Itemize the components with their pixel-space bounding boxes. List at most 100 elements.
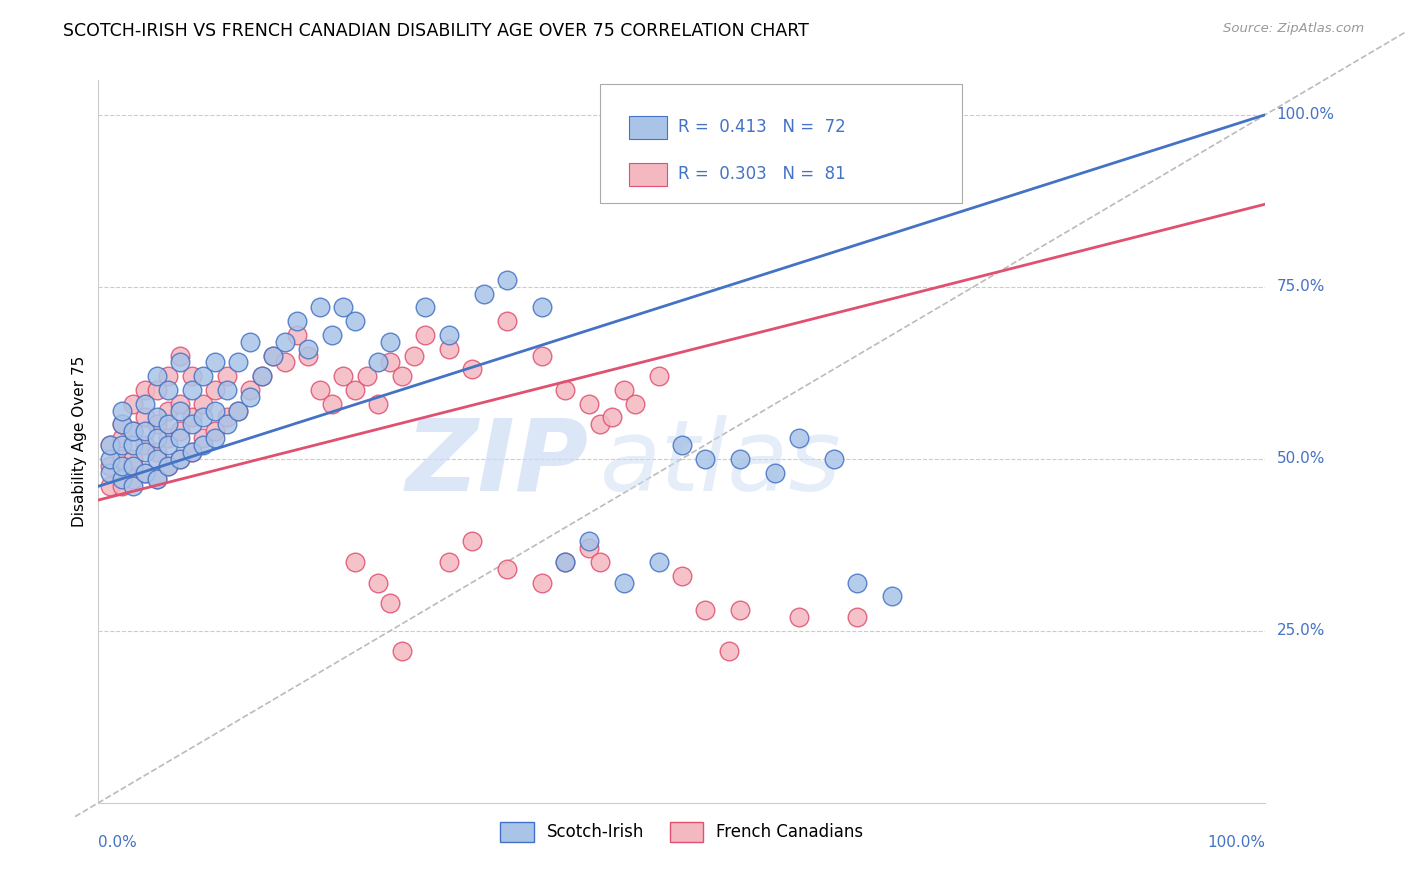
Point bbox=[98, 438, 121, 452]
Point bbox=[344, 314, 367, 328]
Point bbox=[146, 451, 169, 466]
Point bbox=[402, 349, 425, 363]
Point bbox=[647, 369, 669, 384]
Point bbox=[530, 575, 553, 590]
Point bbox=[274, 355, 297, 369]
Point bbox=[157, 431, 180, 445]
Point bbox=[122, 424, 145, 438]
Point bbox=[730, 603, 752, 617]
Point bbox=[228, 403, 250, 417]
Y-axis label: Disability Age Over 75: Disability Age Over 75 bbox=[72, 356, 87, 527]
Point bbox=[589, 555, 612, 569]
Point bbox=[146, 417, 169, 432]
Point bbox=[122, 424, 145, 438]
Point bbox=[250, 369, 273, 384]
Point bbox=[122, 438, 145, 452]
Text: R =  0.413   N =  72: R = 0.413 N = 72 bbox=[679, 119, 846, 136]
Text: 25.0%: 25.0% bbox=[1277, 624, 1324, 639]
Point bbox=[262, 349, 284, 363]
Point bbox=[134, 383, 156, 397]
Point bbox=[437, 342, 460, 356]
Point bbox=[169, 355, 191, 369]
Point bbox=[613, 575, 636, 590]
Point bbox=[180, 417, 202, 432]
Text: Source: ZipAtlas.com: Source: ZipAtlas.com bbox=[1223, 22, 1364, 36]
Point bbox=[437, 555, 460, 569]
Point bbox=[578, 534, 600, 549]
Point bbox=[437, 327, 460, 342]
Text: 50.0%: 50.0% bbox=[1277, 451, 1324, 467]
Point bbox=[193, 410, 215, 425]
Point bbox=[297, 342, 319, 356]
Point bbox=[193, 438, 215, 452]
Point bbox=[215, 410, 238, 425]
Point bbox=[215, 417, 238, 432]
Point bbox=[204, 424, 226, 438]
Point bbox=[98, 466, 121, 480]
Point bbox=[297, 349, 319, 363]
Point bbox=[228, 355, 250, 369]
Point bbox=[134, 410, 156, 425]
Point bbox=[496, 273, 519, 287]
Point bbox=[204, 355, 226, 369]
Point bbox=[157, 403, 180, 417]
Point bbox=[496, 562, 519, 576]
Point bbox=[122, 458, 145, 473]
Point bbox=[262, 349, 284, 363]
FancyBboxPatch shape bbox=[630, 162, 666, 186]
Point bbox=[146, 472, 169, 486]
Point bbox=[880, 590, 903, 604]
Point bbox=[122, 397, 145, 411]
Text: 0.0%: 0.0% bbox=[98, 835, 138, 850]
Point bbox=[787, 431, 810, 445]
Point bbox=[578, 397, 600, 411]
Point bbox=[554, 383, 576, 397]
Point bbox=[169, 403, 191, 417]
Point bbox=[717, 644, 740, 658]
Point bbox=[111, 458, 134, 473]
Point bbox=[380, 596, 402, 610]
Point bbox=[111, 479, 134, 493]
Point bbox=[285, 314, 308, 328]
Point bbox=[180, 410, 202, 425]
Point bbox=[111, 403, 134, 417]
Point bbox=[169, 451, 191, 466]
Text: R =  0.303   N =  81: R = 0.303 N = 81 bbox=[679, 165, 846, 183]
Point bbox=[180, 445, 202, 459]
Point bbox=[169, 424, 191, 438]
Point bbox=[647, 555, 669, 569]
Point bbox=[111, 472, 134, 486]
Point bbox=[461, 534, 484, 549]
Point bbox=[554, 555, 576, 569]
Point bbox=[169, 397, 191, 411]
Point bbox=[578, 541, 600, 556]
Point bbox=[730, 451, 752, 466]
Point bbox=[157, 369, 180, 384]
Point bbox=[204, 383, 226, 397]
Text: SCOTCH-IRISH VS FRENCH CANADIAN DISABILITY AGE OVER 75 CORRELATION CHART: SCOTCH-IRISH VS FRENCH CANADIAN DISABILI… bbox=[63, 22, 808, 40]
Point bbox=[600, 410, 623, 425]
Point bbox=[472, 286, 495, 301]
Point bbox=[823, 451, 845, 466]
Text: ZIP: ZIP bbox=[405, 415, 589, 512]
Point bbox=[356, 369, 378, 384]
Point bbox=[193, 431, 215, 445]
Point bbox=[122, 451, 145, 466]
Point bbox=[111, 431, 134, 445]
Point bbox=[157, 438, 180, 452]
Point bbox=[111, 451, 134, 466]
Point bbox=[309, 383, 332, 397]
Point bbox=[146, 383, 169, 397]
Point bbox=[321, 327, 343, 342]
Point bbox=[380, 355, 402, 369]
Point bbox=[285, 327, 308, 342]
Point bbox=[134, 466, 156, 480]
Point bbox=[763, 466, 786, 480]
Point bbox=[613, 383, 636, 397]
Point bbox=[239, 390, 262, 404]
Point bbox=[554, 555, 576, 569]
Point bbox=[134, 438, 156, 452]
Point bbox=[671, 438, 693, 452]
Point bbox=[391, 644, 413, 658]
Point bbox=[239, 334, 262, 349]
